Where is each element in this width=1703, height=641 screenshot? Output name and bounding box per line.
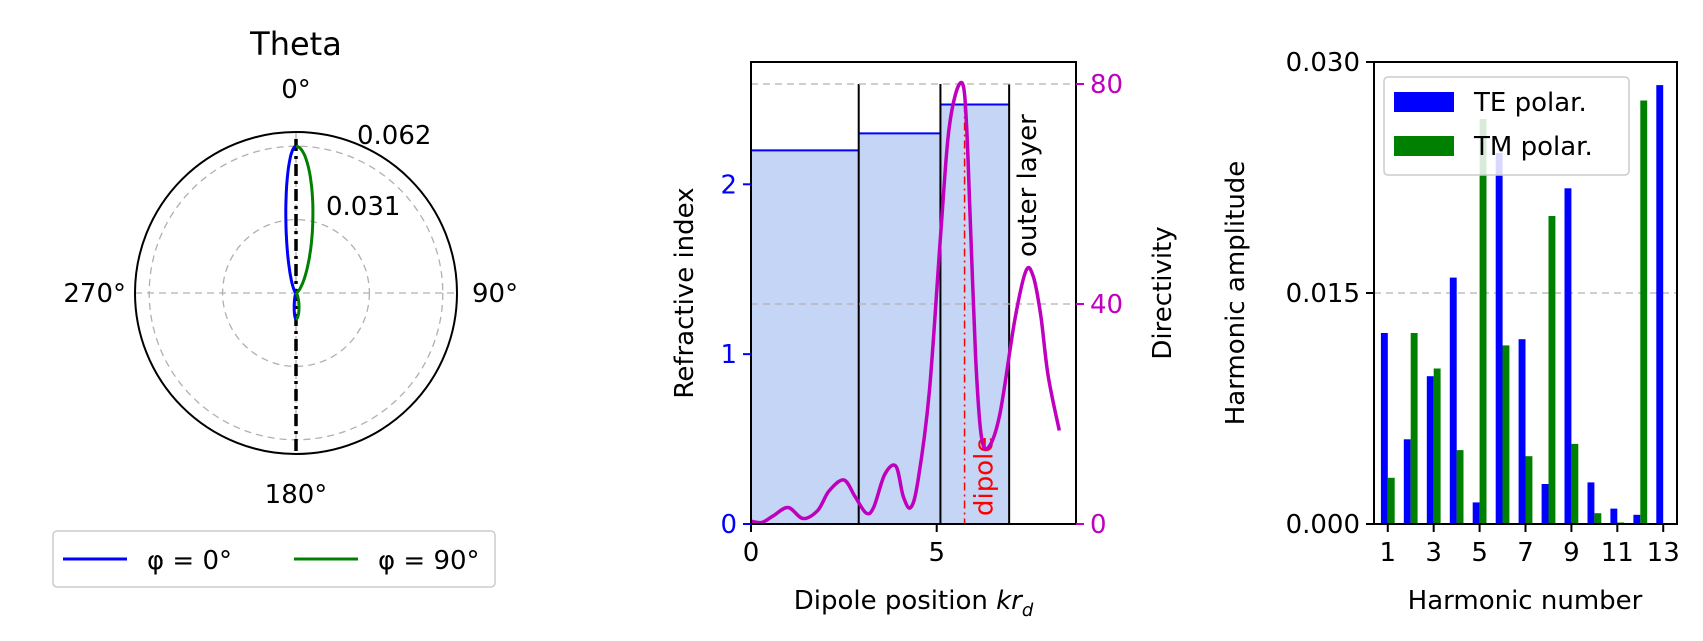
bar-y-tick-label-0.000: 0.000 [1286, 510, 1360, 540]
radiation-pattern-phi-90 [294, 144, 315, 321]
tm-bar-10 [1594, 513, 1602, 524]
legend-swatch-tm [1394, 136, 1454, 156]
tm-bar-5 [1479, 119, 1487, 524]
bar-x-tick-label-11: 11 [1601, 538, 1634, 568]
legend-label-phi-0: φ = 0° [147, 546, 232, 576]
bar-y-ticks: 0.000 0.015 0.030 [1286, 48, 1374, 540]
legend-swatch-te [1394, 92, 1454, 112]
tm-bar-3 [1433, 368, 1441, 524]
te-bar-7 [1518, 339, 1526, 524]
layer-fill-1 [858, 133, 941, 524]
tm-bar-9 [1571, 443, 1579, 524]
bar-x-tick-label-9: 9 [1563, 538, 1580, 568]
bar-legend: TE polar. TM polar. [1383, 76, 1630, 176]
angle-label-270: 270° [63, 279, 126, 309]
mid-x-tick-label-5: 5 [928, 538, 945, 568]
mid-plot-frame [750, 61, 1077, 525]
polar-legend: φ = 0° φ = 90° [52, 530, 496, 588]
angle-label-0: 0° [281, 75, 311, 105]
tm-bar-1 [1387, 477, 1395, 524]
index-tick-label-1: 1 [720, 340, 737, 370]
index-tick-label-0: 0 [720, 510, 737, 540]
directivity-tick-label-40: 40 [1090, 290, 1123, 320]
mid-x-axis-label: Dipole position krd [794, 586, 1034, 621]
bar-y-tick-label-0.015: 0.015 [1286, 279, 1360, 309]
directivity-tick-label-80: 80 [1090, 70, 1123, 100]
directivity-tick-label-0: 0 [1090, 510, 1107, 540]
polar-chart: Theta 0° 90° 180° 270° 0.031 0.062 φ = 0… [52, 25, 518, 588]
bar-x-tick-label-1: 1 [1379, 538, 1396, 568]
refractive-index-ticks: 0 1 2 [720, 170, 751, 540]
bar-x-tick-label-13: 13 [1647, 538, 1680, 568]
directivity-axis-label: Directivity [1148, 226, 1178, 359]
tm-bar-6 [1502, 345, 1510, 524]
te-bar-12 [1633, 514, 1641, 524]
radial-label-0.031: 0.031 [326, 192, 400, 222]
te-bar-5 [1472, 502, 1480, 524]
directivity-grid [751, 83, 1076, 305]
bar-x-tick-label-3: 3 [1425, 538, 1442, 568]
tm-bar-8 [1548, 216, 1556, 524]
te-bar-13 [1656, 85, 1664, 524]
legend-label-phi-90: φ = 90° [378, 546, 480, 576]
te-bar-1 [1380, 333, 1388, 524]
directivity-curve [751, 80, 1062, 524]
polar-outer-circle [134, 131, 458, 455]
te-bar-6 [1495, 152, 1503, 524]
te-bar-4 [1449, 277, 1457, 524]
mid-x-tick-label-0: 0 [743, 538, 760, 568]
te-bar-11 [1610, 508, 1618, 524]
te-bar-10 [1587, 482, 1595, 524]
bar-x-tick-label-7: 7 [1517, 538, 1534, 568]
te-bar-8 [1541, 484, 1549, 524]
bar-y-axis-label: Harmonic amplitude [1221, 161, 1251, 426]
legend-label-te: TE polar. [1473, 88, 1587, 118]
angle-label-180: 180° [265, 480, 328, 510]
bar-x-axis-label: Harmonic number [1408, 586, 1643, 616]
tm-bar-2 [1410, 333, 1418, 524]
directivity-ticks: 0 40 80 [1076, 70, 1123, 540]
te-bar-9 [1564, 188, 1572, 525]
outer-layer-label: outer layer [1013, 114, 1043, 257]
legend-label-tm: TM polar. [1473, 132, 1593, 162]
layer-fill-0 [751, 150, 859, 524]
polar-title: Theta [249, 25, 342, 63]
bar-x-ticks: 1 3 5 7 9 11 13 [1379, 524, 1680, 568]
bar-y-tick-label-0.030: 0.030 [1286, 48, 1360, 78]
te-bar-2 [1403, 439, 1411, 524]
tm-bar-7 [1525, 456, 1533, 524]
bar-x-tick-label-5: 5 [1471, 538, 1488, 568]
index-tick-label-2: 2 [720, 170, 737, 200]
te-bar-3 [1426, 376, 1434, 524]
tm-bar-4 [1456, 450, 1464, 524]
angle-label-90: 90° [472, 279, 518, 309]
tm-bar-12 [1640, 100, 1648, 524]
refractive-index-axis-label: Refractive index [670, 187, 700, 398]
radial-label-0.062: 0.062 [357, 121, 431, 151]
bar-marks [1380, 85, 1664, 525]
